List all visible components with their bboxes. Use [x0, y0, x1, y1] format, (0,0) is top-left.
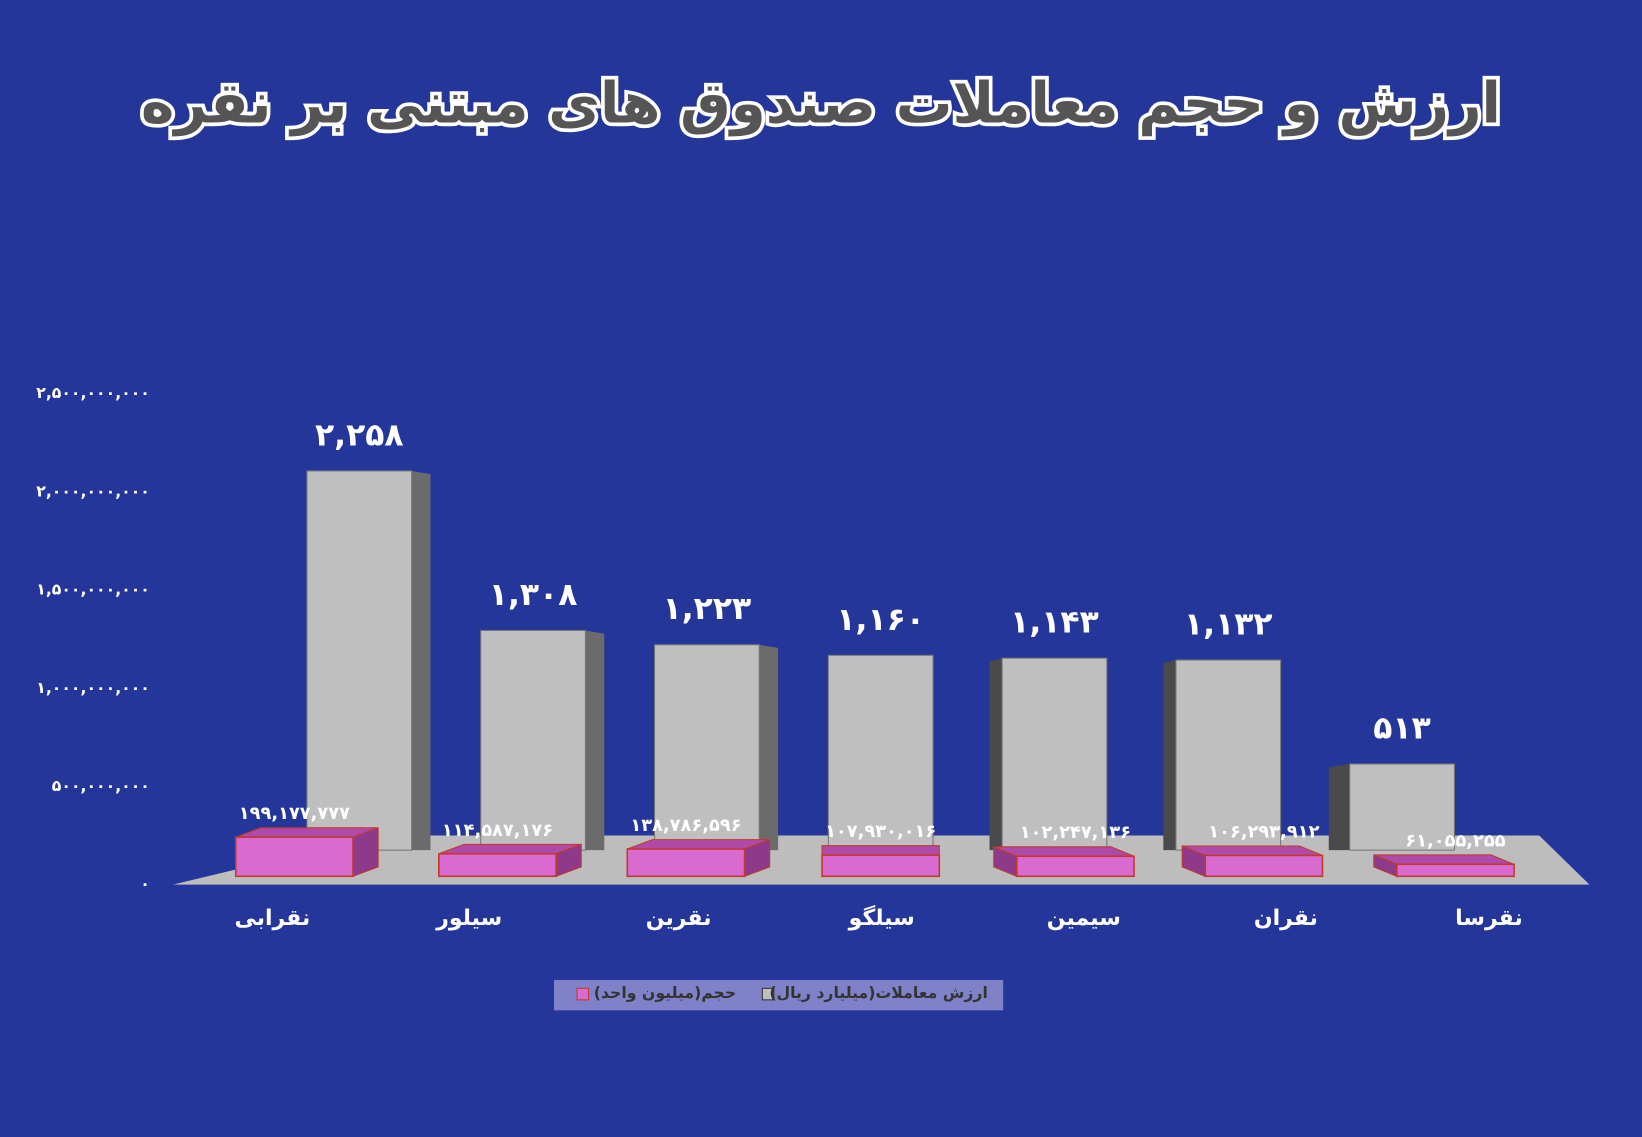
- bar-side: [1163, 660, 1176, 851]
- value-label: ۱,۱۶۰: [836, 602, 925, 638]
- value-label: ۱۰۶,۲۹۳,۹۱۲: [1208, 821, 1319, 842]
- legend: [554, 979, 1004, 1011]
- bar: [306, 470, 413, 851]
- bar: [480, 629, 586, 851]
- legend-swatch: [576, 987, 590, 1001]
- bar-side: [585, 630, 605, 851]
- bar-top: [821, 845, 940, 856]
- x-tick-label: سیلور: [435, 906, 502, 931]
- x-tick-label: نقران: [1254, 906, 1318, 931]
- bar: [821, 854, 941, 878]
- bar-side: [411, 470, 431, 851]
- value-label: ۱۰۲,۲۴۷,۱۳۶: [1020, 822, 1131, 843]
- value-label: ۱,۱۴۳: [1010, 605, 1099, 641]
- value-label: ۱,۳۰۸: [489, 577, 578, 613]
- legend-label: ارزش معاملات(میلیارد ریال): [769, 983, 988, 1002]
- legend-label: حجم(میلیون واحد): [594, 983, 736, 1002]
- value-label: ۱۱۴,۵۸۷,۱۷۶: [442, 820, 553, 841]
- x-tick-label: سیمین: [1047, 906, 1121, 931]
- x-tick-label: سیلگو: [848, 905, 915, 931]
- value-label: ۱,۲۲۳: [663, 591, 752, 627]
- bar: [626, 848, 746, 878]
- value-label: ۵۱۳: [1373, 710, 1430, 746]
- value-label: ۲,۲۵۸: [315, 417, 404, 453]
- bar: [654, 644, 760, 851]
- x-tick-label: نقرین: [646, 906, 712, 931]
- value-label: ۱۹۹,۱۷۷,۷۷۷: [239, 803, 350, 824]
- bar-top: [1373, 854, 1515, 865]
- bar-side: [1328, 763, 1350, 851]
- y-tick-label: ۱,۵۰۰,۰۰۰,۰۰۰: [36, 580, 150, 599]
- bar-top: [1182, 845, 1323, 856]
- value-label: ۱۳۸,۷۸۶,۵۹۶: [630, 815, 741, 836]
- value-label: ۱۰۷,۹۳۰,۰۱۶: [825, 821, 936, 842]
- bar: [1349, 763, 1455, 851]
- x-tick-label: نقرسا: [1455, 906, 1523, 931]
- bar: [234, 836, 354, 878]
- bar-side: [759, 644, 779, 851]
- bar-top: [993, 846, 1135, 857]
- bar: [1396, 863, 1515, 878]
- y-tick-label: ۰: [140, 874, 150, 893]
- bar: [827, 654, 934, 851]
- chart-title: ارزش و حجم معاملات صندوق های مبتنی بر نق…: [141, 71, 1501, 136]
- bar: [438, 853, 557, 878]
- y-tick-label: ۵۰۰,۰۰۰,۰۰۰: [52, 776, 150, 795]
- value-label: ۱,۱۳۲: [1184, 606, 1273, 642]
- value-label: ۶۱,۰۵۵,۲۵۵: [1405, 830, 1505, 851]
- y-tick-label: ۱,۰۰۰,۰۰۰,۰۰۰: [36, 678, 150, 697]
- bar: [1204, 854, 1324, 878]
- bar: [1015, 855, 1135, 878]
- y-tick-label: ۲,۰۰۰,۰۰۰,۰۰۰: [36, 481, 150, 500]
- bar-side: [989, 658, 1003, 851]
- x-tick-label: نقرابی: [235, 906, 311, 931]
- legend-swatch: [761, 987, 775, 1001]
- y-tick-label: ۲,۵۰۰,۰۰۰,۰۰۰: [36, 383, 150, 402]
